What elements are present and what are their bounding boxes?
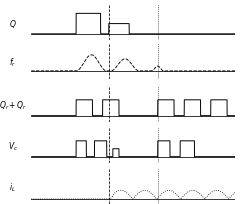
Text: $Q$: $Q$: [9, 18, 17, 29]
Text: $i_L$: $i_L$: [9, 181, 16, 193]
Text: $Q_r+Q_r$: $Q_r+Q_r$: [0, 99, 27, 111]
Text: $f_{r}$: $f_{r}$: [9, 56, 16, 68]
Text: $V_c$: $V_c$: [8, 140, 18, 152]
